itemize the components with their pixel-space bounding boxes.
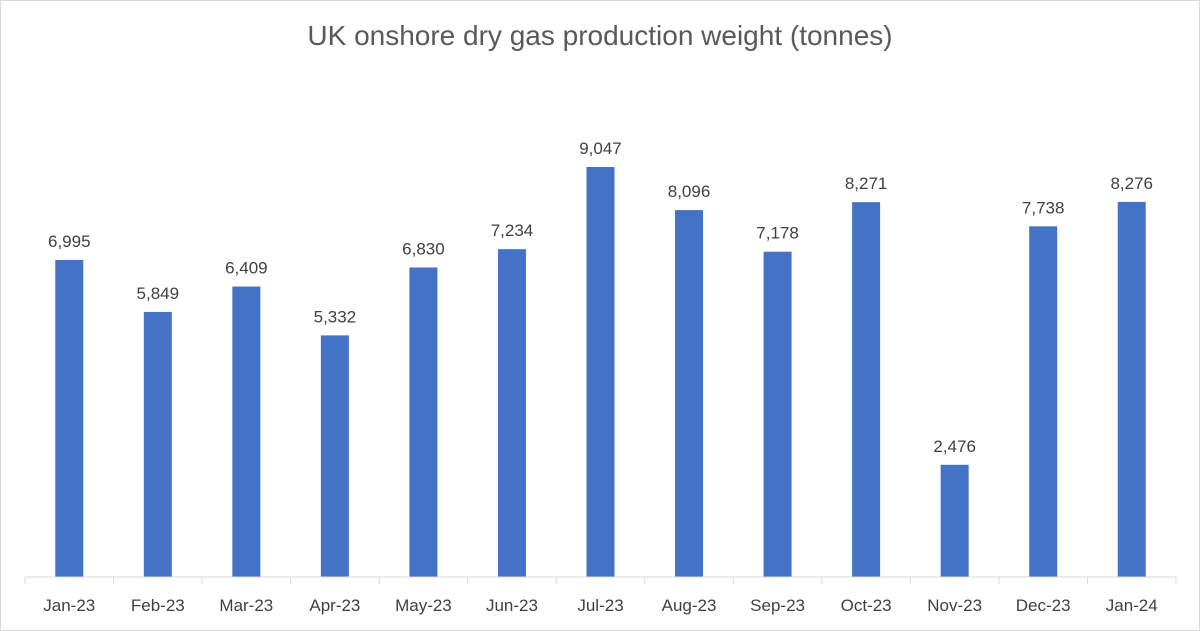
bar-apr-23 [320,335,349,577]
data-label: 9,047 [579,139,622,158]
data-label: 8,276 [1110,174,1153,193]
x-tick-label: Feb-23 [131,596,185,615]
x-tick-label: Dec-23 [1016,596,1071,615]
data-label: 8,096 [668,182,711,201]
data-label: 5,332 [314,307,357,326]
x-tick-label: Jan-24 [1106,596,1158,615]
data-label: 6,995 [48,232,91,251]
bar-dec-23 [1029,226,1058,577]
data-label: 2,476 [933,437,976,456]
bar-mar-23 [232,286,261,577]
bar-feb-23 [143,311,172,577]
bar-oct-23 [852,202,881,577]
x-tick-label: Jun-23 [486,596,538,615]
bar-may-23 [409,267,438,577]
bar-nov-23 [940,464,969,577]
bar-aug-23 [675,210,704,577]
x-tick-label: Apr-23 [309,596,360,615]
data-label: 5,849 [137,284,180,303]
x-tick-label: Aug-23 [662,596,717,615]
bar-jan-24 [1117,201,1146,577]
x-tick-label: Mar-23 [219,596,273,615]
x-tick-label: Jul-23 [577,596,623,615]
data-label: 8,271 [845,174,888,193]
bar-jan-23 [55,259,84,577]
data-label: 7,234 [491,221,534,240]
x-tick-label: Sep-23 [750,596,805,615]
data-label: 7,178 [756,224,799,243]
data-label: 6,409 [225,259,268,278]
x-tick-label: Oct-23 [841,596,892,615]
x-tick-label: Jan-23 [43,596,95,615]
x-tick-label: May-23 [395,596,452,615]
x-tick-label: Nov-23 [927,596,982,615]
bar-jun-23 [497,249,526,577]
data-label: 7,738 [1022,198,1065,217]
data-label: 6,830 [402,239,445,258]
chart-title: UK onshore dry gas production weight (to… [307,20,893,51]
bar-sep-23 [763,251,792,578]
bar-jul-23 [586,167,615,577]
